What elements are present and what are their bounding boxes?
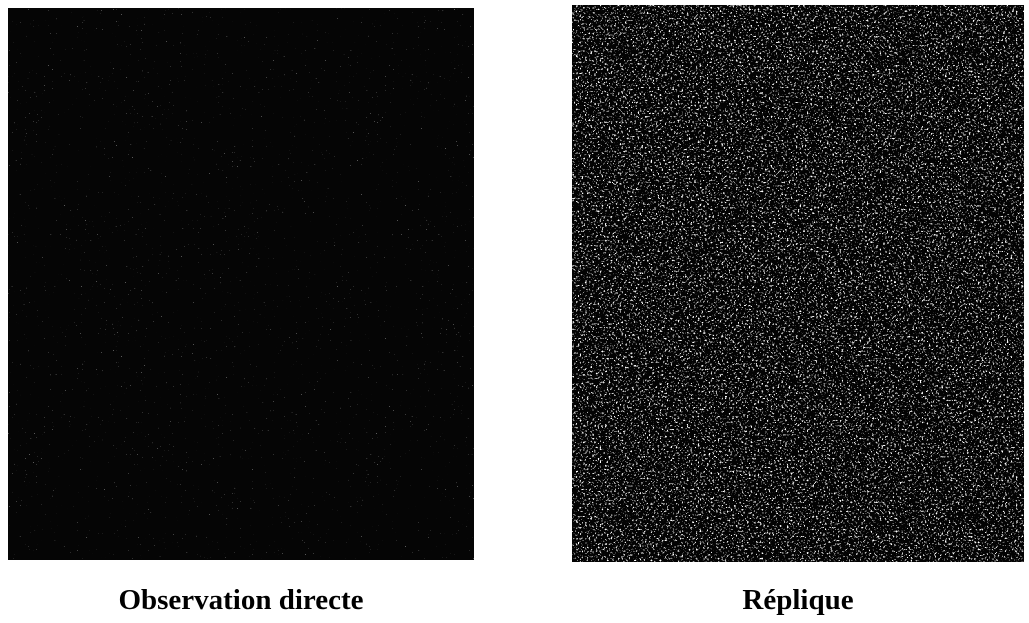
- panel-right: Réplique: [572, 5, 1024, 616]
- image-texture: [572, 5, 1024, 562]
- figure: Observation directe Réplique: [0, 0, 1029, 623]
- image-texture: [8, 8, 474, 560]
- caption: Observation directe: [118, 584, 363, 616]
- caption: Réplique: [742, 584, 853, 616]
- page: {"figure": {"panels": [{"caption": "Obse…: [0, 0, 1029, 623]
- panel-left: Observation directe: [8, 8, 474, 616]
